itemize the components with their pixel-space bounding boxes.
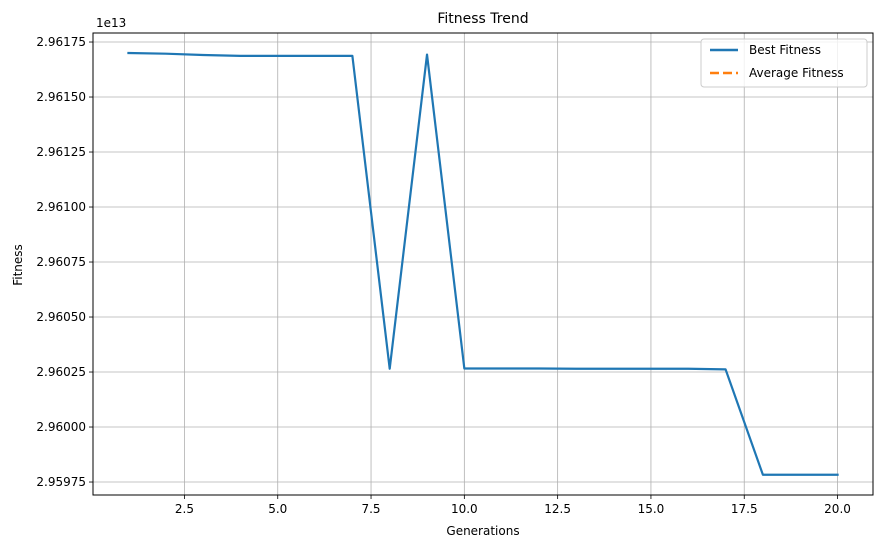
y-tick-label: 2.96000 [36, 420, 86, 434]
series-layer [127, 51, 839, 476]
grid [93, 33, 873, 495]
y-tick-label: 2.95975 [36, 475, 86, 489]
plot-frame [92, 32, 874, 496]
x-tick-label: 17.5 [731, 502, 758, 516]
x-tick-label: 12.5 [544, 502, 571, 516]
x-tick-label: 2.5 [175, 502, 194, 516]
legend: Best Fitness Average Fitness [700, 38, 868, 88]
y-tick-label: 2.96025 [36, 365, 86, 379]
y-tick-label: 2.96050 [36, 310, 86, 324]
y-tick-label: 2.96075 [36, 255, 86, 269]
x-tick-label: 5.0 [268, 502, 287, 516]
y-tick-label: 2.96175 [36, 35, 86, 49]
legend-label-average-fitness: Average Fitness [749, 66, 844, 80]
ticks: 2.5 5.0 7.5 10.0 12.5 15.0 17.5 20.0 2.95975 2.96… [36, 35, 851, 516]
y-tick-label: 2.96125 [36, 145, 86, 159]
y-tick-label: 2.96150 [36, 90, 86, 104]
y-axis-label: Fitness [11, 244, 25, 286]
legend-label-best-fitness: Best Fitness [749, 43, 821, 57]
x-tick-label: 7.5 [361, 502, 380, 516]
x-tick-label: 10.0 [451, 502, 478, 516]
y-tick-label: 2.96100 [36, 200, 86, 214]
legend-box [700, 38, 868, 88]
x-tick-label: 15.0 [638, 502, 665, 516]
series-line-best-fitness [127, 51, 839, 476]
x-axis-label: Generations [446, 524, 519, 538]
y-offset-label: 1e13 [96, 16, 126, 30]
x-tick-label: 20.0 [824, 502, 851, 516]
chart-title: Fitness Trend [437, 11, 528, 27]
